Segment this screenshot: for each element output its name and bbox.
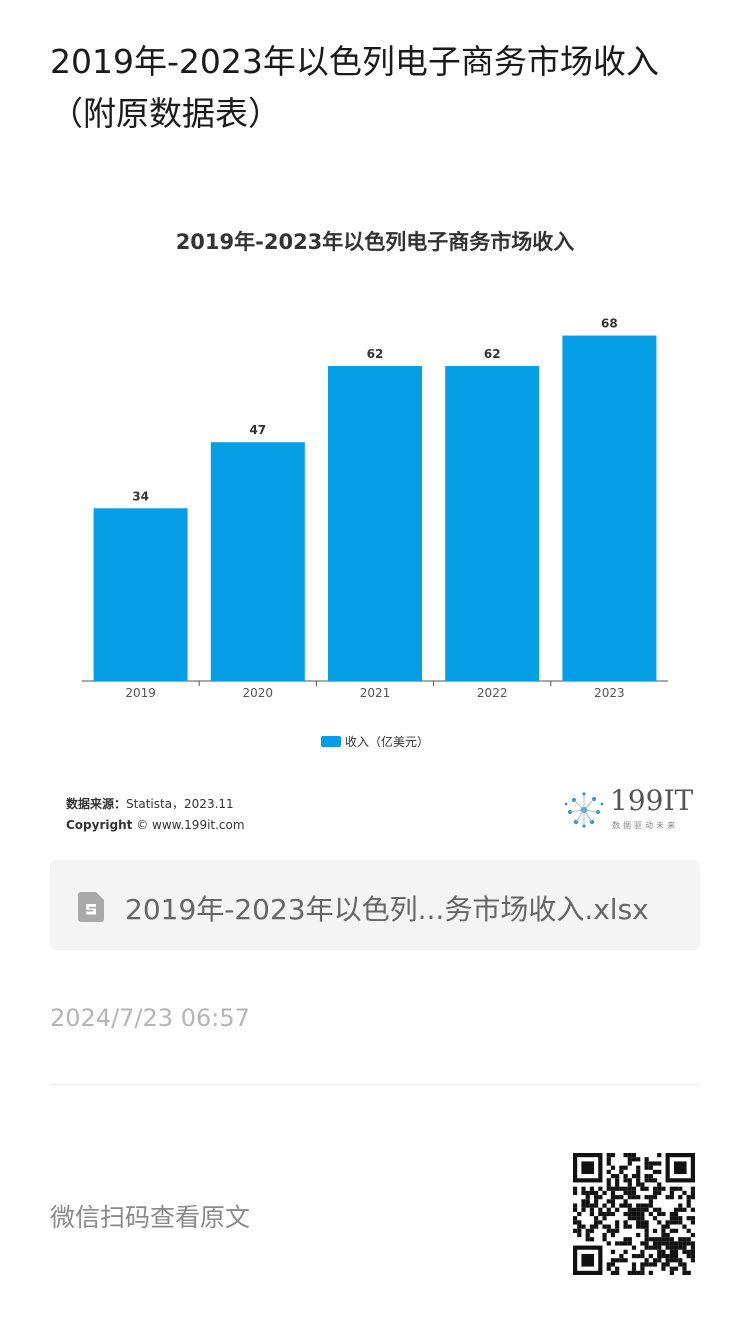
data-label-2023: 68 <box>601 317 618 331</box>
bar-2022 <box>445 366 540 681</box>
bar-2021 <box>328 366 422 681</box>
brand-logo: 199IT 数据驱动未来 <box>560 784 700 832</box>
scan-to-view-text: 微信扫码查看原文 <box>50 1203 251 1232</box>
dandelion-logo-icon <box>564 792 604 828</box>
publish-timestamp: 2024/7/23 06:57 <box>50 1004 250 1032</box>
chart-title: 2019年-2023年以色列电子商务市场收入 <box>175 230 575 254</box>
x-tick-label-2021: 2021 <box>360 686 391 700</box>
article-title: 2019年-2023年以色列电子商务市场收入（附原数据表） <box>50 42 659 133</box>
bar-2019 <box>93 508 188 681</box>
data-label-2022: 62 <box>484 347 501 361</box>
bar-2023 <box>562 335 657 681</box>
legend-swatch <box>320 736 341 747</box>
x-tick-label-2020: 2020 <box>243 686 274 700</box>
legend-label: 收入（亿美元） <box>344 735 429 749</box>
bar-2020 <box>210 442 305 681</box>
brand-tagline: 数据驱动未来 <box>612 821 678 830</box>
source-label: 数据来源： <box>66 797 127 811</box>
divider <box>50 1084 700 1085</box>
chart-legend: 收入（亿美元） <box>50 733 700 750</box>
qr-code-icon[interactable] <box>573 1153 695 1275</box>
bar-chart: 34 2019 47 2020 62 2021 62 2022 68 2023 <box>82 317 668 700</box>
data-label-2020: 47 <box>249 423 266 437</box>
file-name[interactable]: 2019年-2023年以色列...务市场收入.xlsx <box>125 893 649 926</box>
x-tick-label-2023: 2023 <box>594 686 625 700</box>
source-block: 数据来源：Statista，2023.11 Copyright © www.19… <box>66 794 245 836</box>
data-label-2021: 62 <box>367 347 384 361</box>
x-tick-label-2019: 2019 <box>125 686 156 700</box>
attachment-file-card[interactable]: 2019年-2023年以色列...务市场收入.xlsx <box>50 860 700 950</box>
spreadsheet-file-icon <box>78 892 104 922</box>
x-tick-label-2022: 2022 <box>477 686 508 700</box>
copyright-label: Copyright <box>66 818 133 832</box>
brand-logo-text: 199IT <box>610 784 694 817</box>
chart-image: 2019年-2023年以色列电子商务市场收入 34 2019 47 2020 62 202… <box>50 200 700 850</box>
source-value: Statista，2023.11 <box>126 797 234 811</box>
copyright-value: © www.199it.com <box>136 818 245 832</box>
data-label-2019: 34 <box>132 489 149 503</box>
